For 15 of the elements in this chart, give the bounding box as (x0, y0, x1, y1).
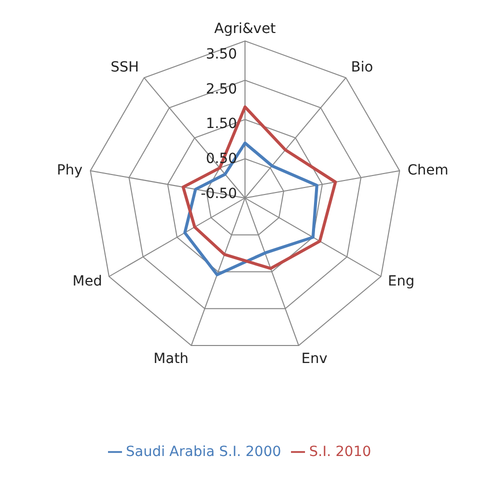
spoke-label: Bio (351, 60, 374, 76)
y-tick-label: 3.50 (206, 46, 237, 62)
y-tick-label: 2.50 (206, 81, 237, 98)
spoke-label: Med (72, 273, 102, 290)
y-tick-label: 1.50 (206, 116, 237, 132)
spoke-label: Math (154, 350, 189, 367)
spoke-label: Phy (56, 162, 83, 178)
legend-label: S.I. 2010 (309, 444, 372, 460)
spoke-label: Env (301, 350, 328, 367)
spoke-label: SSH (110, 60, 139, 76)
spoke-label: Agri&vet (214, 21, 276, 37)
spoke-label: Chem (407, 162, 448, 178)
y-tick-label: -0.50 (200, 186, 237, 202)
spoke-label: Eng (388, 273, 415, 290)
legend-label: Saudi Arabia S.I. 2000 (126, 444, 282, 460)
